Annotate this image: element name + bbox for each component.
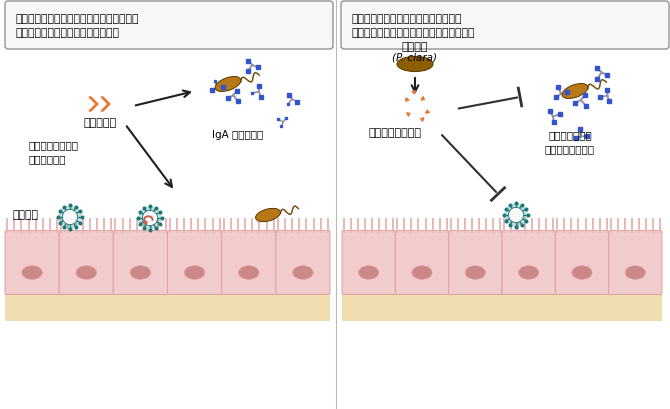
Wedge shape [405, 98, 409, 103]
Circle shape [138, 207, 162, 230]
Text: 腸管内腔: 腸管内腔 [12, 209, 38, 220]
Text: 腸内細菌が腸内のトリプシンを分解し
細菌やウイルスの感染抵抗性を高めている: 腸内細菌が腸内のトリプシンを分解し 細菌やウイルスの感染抵抗性を高めている [351, 14, 474, 38]
FancyBboxPatch shape [276, 231, 330, 295]
FancyBboxPatch shape [608, 231, 662, 295]
Circle shape [142, 211, 157, 226]
Ellipse shape [22, 266, 42, 280]
FancyBboxPatch shape [168, 231, 222, 295]
Ellipse shape [412, 266, 432, 280]
FancyBboxPatch shape [342, 231, 395, 295]
Text: トリプシンの分解: トリプシンの分解 [369, 128, 421, 138]
Ellipse shape [572, 266, 592, 280]
Ellipse shape [625, 266, 645, 280]
Ellipse shape [130, 266, 151, 280]
Wedge shape [406, 113, 411, 118]
Bar [342, 293, 662, 321]
Ellipse shape [239, 266, 259, 280]
Ellipse shape [397, 57, 433, 72]
Wedge shape [420, 118, 424, 123]
Text: IgA 抗体の切断: IgA 抗体の切断 [212, 130, 263, 139]
Ellipse shape [519, 266, 539, 280]
FancyBboxPatch shape [502, 231, 555, 295]
Text: (P. clara): (P. clara) [393, 53, 438, 63]
Ellipse shape [255, 209, 281, 222]
Ellipse shape [358, 266, 379, 280]
FancyBboxPatch shape [59, 231, 113, 295]
Ellipse shape [465, 266, 486, 280]
Text: トリプシンを分解する腸内細菌がいないと
細菌やウイルスに感染しやすくなる: トリプシンを分解する腸内細菌がいないと 細菌やウイルスに感染しやすくなる [15, 14, 139, 38]
FancyBboxPatch shape [113, 231, 168, 295]
Text: 細菌、ウイルス
に対する感染防御: 細菌、ウイルス に対する感染防御 [545, 130, 595, 154]
Bar [5, 293, 330, 321]
Polygon shape [101, 98, 110, 112]
Polygon shape [89, 98, 98, 112]
FancyBboxPatch shape [395, 231, 449, 295]
Ellipse shape [76, 266, 96, 280]
FancyBboxPatch shape [222, 231, 276, 295]
FancyBboxPatch shape [341, 2, 669, 50]
Ellipse shape [562, 84, 588, 99]
Text: トリプシン: トリプシン [84, 118, 117, 128]
Wedge shape [411, 91, 417, 96]
Wedge shape [425, 110, 430, 115]
Wedge shape [421, 97, 425, 101]
Text: 腸内細菌: 腸内細菌 [402, 42, 428, 52]
Circle shape [504, 204, 528, 227]
FancyBboxPatch shape [555, 231, 608, 295]
Circle shape [58, 206, 82, 229]
FancyBboxPatch shape [5, 231, 59, 295]
Ellipse shape [184, 266, 205, 280]
Text: ウイルスの細胞内
への侵入促進: ウイルスの細胞内 への侵入促進 [28, 139, 78, 164]
FancyBboxPatch shape [5, 2, 333, 50]
FancyBboxPatch shape [449, 231, 502, 295]
Ellipse shape [215, 77, 241, 92]
Ellipse shape [293, 266, 313, 280]
Circle shape [62, 210, 78, 225]
Circle shape [509, 208, 524, 223]
